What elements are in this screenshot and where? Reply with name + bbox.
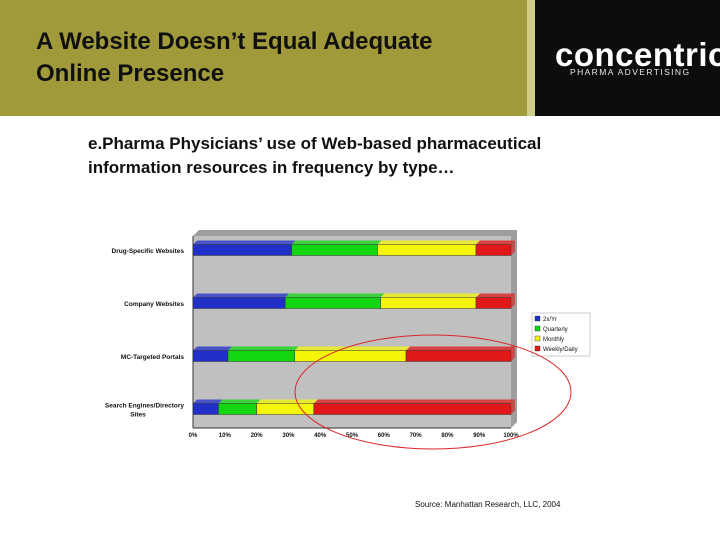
bar-1-2 <box>380 297 477 309</box>
bar-segment-2-3 <box>405 346 515 362</box>
header-divider <box>527 0 535 116</box>
bar-0-1 <box>291 244 378 256</box>
x-tick-label-9: 90% <box>473 433 486 439</box>
bar-0-2 <box>377 244 477 256</box>
bar-top-1-1 <box>285 293 385 298</box>
legend-swatch-0 <box>534 315 541 322</box>
legend-swatch-1 <box>534 325 541 332</box>
bar-top-1-2 <box>380 293 481 298</box>
bar-3-0 <box>192 403 219 415</box>
bar-top-1-3 <box>476 293 515 298</box>
legend-swatch-3 <box>534 345 541 352</box>
bar-top-2-3 <box>406 346 515 351</box>
bar-segment-1-0 <box>192 293 290 309</box>
x-tick-label-7: 70% <box>410 433 423 439</box>
bar-side-3 <box>511 399 515 415</box>
bar-top-2-0 <box>193 346 232 351</box>
x-tick-label-5: 50% <box>346 433 359 439</box>
bar-0-3 <box>475 244 512 256</box>
legend-swatch-2 <box>534 335 541 342</box>
bar-segment-0-1 <box>291 240 382 256</box>
bar-2-1 <box>227 350 296 362</box>
bar-segment-0-0 <box>192 240 296 256</box>
logo-wordmark: concentric <box>555 36 720 73</box>
legend-box <box>531 312 591 357</box>
bar-top-0-2 <box>377 240 481 245</box>
bar-3-1 <box>218 403 257 415</box>
highlight-ellipse <box>294 334 572 450</box>
legend-label-1: Quarterly <box>543 327 568 333</box>
bar-side-0 <box>511 240 515 256</box>
bar-segment-1-2 <box>380 293 481 309</box>
bar-side-1 <box>511 293 515 309</box>
x-tick-label-10: 100% <box>503 433 519 439</box>
bar-2-3 <box>405 350 512 362</box>
category-label-1: Company Websites <box>124 301 184 308</box>
bar-segment-3-2 <box>256 399 318 415</box>
legend-label-2: Monthly <box>543 337 564 343</box>
bar-segment-2-2 <box>294 346 411 362</box>
bar-top-3-1 <box>218 399 261 404</box>
bar-segment-3-1 <box>218 399 261 415</box>
bar-segment-3-0 <box>192 399 223 415</box>
x-tick-label-2: 20% <box>251 433 264 439</box>
bar-segment-1-1 <box>284 293 385 309</box>
bar-top-0-1 <box>291 240 382 245</box>
bar-segment-0-2 <box>377 240 481 256</box>
source-note: Source: Manhattan Research, LLC, 2004 <box>415 500 561 509</box>
bar-segment-3-3 <box>313 399 515 415</box>
category-label-0: Drug-Specific Websites <box>112 248 185 255</box>
plot-area <box>193 236 511 428</box>
bar-1-1 <box>284 297 381 309</box>
category-label-2: MC-Targeted Portals <box>121 354 184 361</box>
bar-2-2 <box>294 350 407 362</box>
bar-1-0 <box>192 297 286 309</box>
bar-segment-0-3 <box>475 240 515 256</box>
legend-label-3: Weekly/Daily <box>543 347 578 353</box>
x-tick-label-8: 80% <box>441 433 454 439</box>
logo-panel <box>535 0 720 116</box>
bar-0-0 <box>192 244 292 256</box>
x-tick-label-6: 60% <box>378 433 391 439</box>
x-tick-label-3: 30% <box>282 433 295 439</box>
bar-top-2-1 <box>227 346 299 351</box>
slide-subtitle: e.Pharma Physicians’ use of Web-based ph… <box>88 134 542 177</box>
logo-tagline: PHARMA ADVERTISING <box>570 67 691 77</box>
bar-top-0-0 <box>193 240 296 245</box>
category-label-3-0: Search Engines/Directory <box>105 403 184 410</box>
bar-segment-1-3 <box>475 293 515 309</box>
slide-title: A Website Doesn’t Equal Adequate Online … <box>36 28 433 87</box>
bar-1-3 <box>475 297 512 309</box>
bar-3-3 <box>313 403 512 415</box>
bar-top-2-2 <box>294 346 411 351</box>
bar-segment-2-0 <box>192 346 232 362</box>
bar-top-1-0 <box>193 293 290 298</box>
bar-top-0-3 <box>476 240 515 245</box>
legend-label-0: 2x/Yr <box>543 317 557 323</box>
bar-top-3-3 <box>313 399 515 404</box>
category-label-3-1: Sites <box>130 412 146 419</box>
bar-2-0 <box>192 350 229 362</box>
x-tick-label-4: 40% <box>314 433 327 439</box>
bar-segment-2-1 <box>227 346 299 362</box>
bar-top-3-2 <box>256 399 318 404</box>
bar-top-3-0 <box>193 399 223 404</box>
x-tick-label-1: 10% <box>219 433 232 439</box>
x-tick-label-0: 0% <box>189 433 198 439</box>
bar-side-2 <box>511 346 515 362</box>
